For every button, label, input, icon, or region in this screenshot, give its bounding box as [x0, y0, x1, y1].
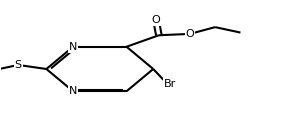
Text: O: O [185, 29, 194, 39]
Text: O: O [152, 15, 160, 25]
Text: N: N [69, 86, 77, 96]
Text: S: S [15, 60, 22, 70]
Text: N: N [69, 42, 77, 52]
Text: Br: Br [164, 79, 176, 89]
